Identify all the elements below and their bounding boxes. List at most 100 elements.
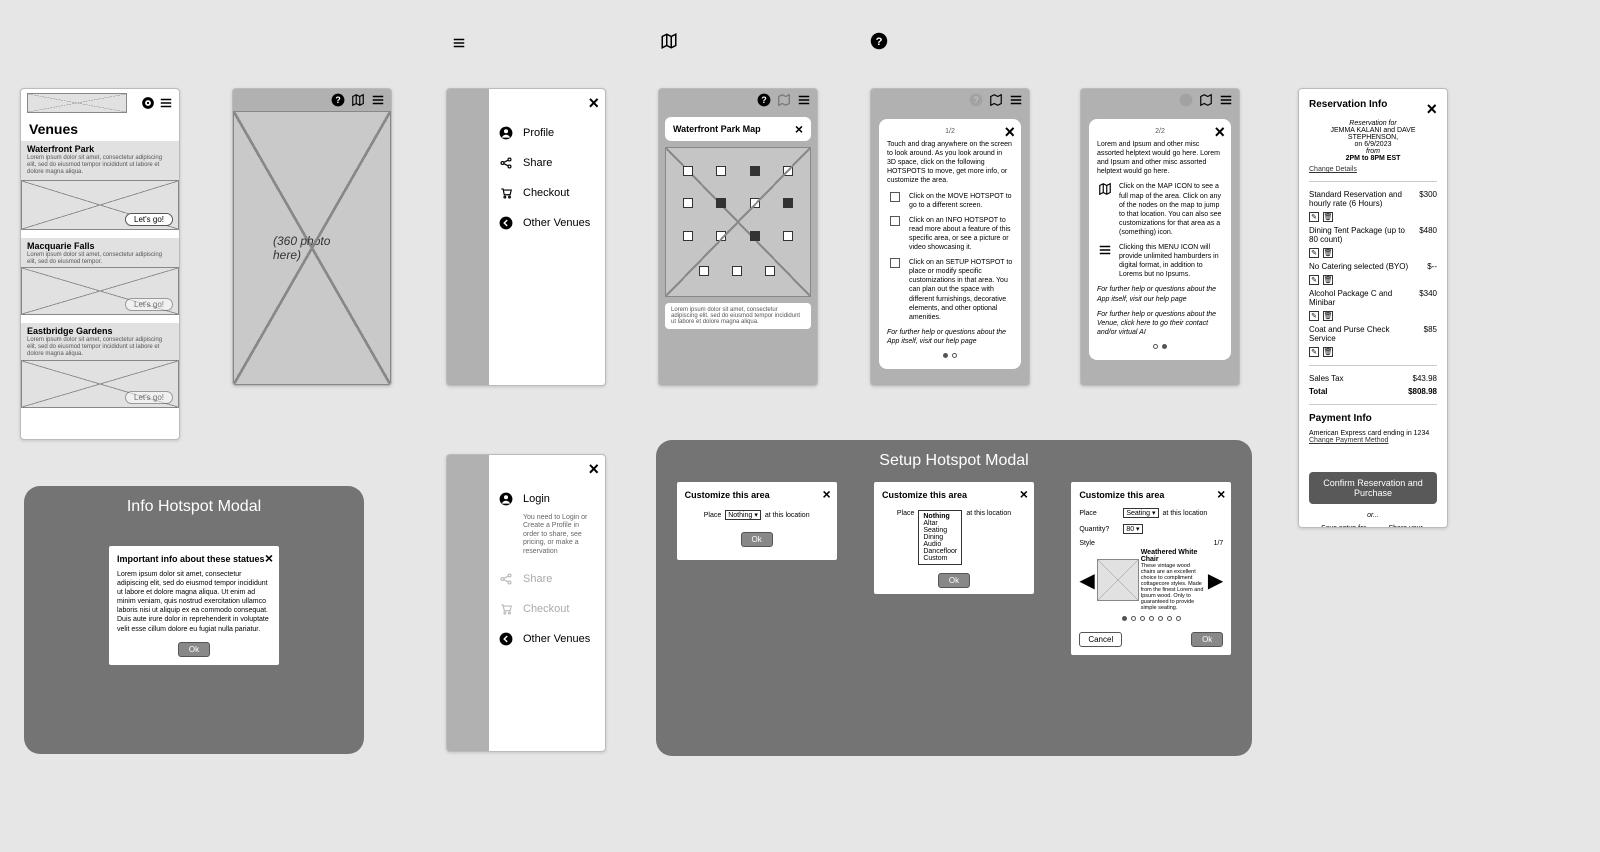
- option[interactable]: Custom: [921, 555, 959, 562]
- change-details-link[interactable]: Change Details: [1309, 166, 1437, 173]
- map-icon[interactable]: [777, 93, 791, 107]
- delete-icon[interactable]: 🗑: [1323, 248, 1333, 258]
- option[interactable]: Audio: [921, 541, 959, 548]
- venue-card: Eastbridge Gardens Lorem ipsum dolor sit…: [21, 323, 179, 408]
- map-node[interactable]: [783, 198, 793, 208]
- page-dot[interactable]: [952, 353, 957, 358]
- close-icon[interactable]: ×: [1214, 121, 1225, 144]
- map-node[interactable]: [683, 166, 693, 176]
- map-node[interactable]: [732, 266, 742, 276]
- payment-title: Payment Info: [1309, 413, 1437, 424]
- venue-name: Eastbridge Gardens: [21, 323, 179, 336]
- map-node[interactable]: [699, 266, 709, 276]
- map-icon[interactable]: [989, 93, 1003, 107]
- checkbox-icon: [890, 192, 900, 202]
- close-icon[interactable]: ×: [265, 550, 273, 566]
- map-node[interactable]: [765, 266, 775, 276]
- confirm-button[interactable]: Confirm Reservation and Purchase: [1309, 472, 1437, 504]
- delete-icon[interactable]: 🗑: [1323, 347, 1333, 357]
- menu-profile[interactable]: Profile: [489, 118, 605, 148]
- setup-modal-section: Setup Hotspot Modal × Customize this are…: [656, 440, 1252, 756]
- menu-other-venues[interactable]: Other Venues: [489, 208, 605, 238]
- venue-desc: Lorem ipsum dolor sit amet, consectetur …: [21, 251, 179, 267]
- option[interactable]: Seating: [921, 527, 959, 534]
- qty-select[interactable]: 80 ▾: [1123, 524, 1142, 534]
- place-select[interactable]: Seating ▾: [1123, 508, 1158, 518]
- close-icon[interactable]: ×: [1004, 121, 1015, 144]
- option[interactable]: Altar: [921, 520, 959, 527]
- ok-button[interactable]: Ok: [938, 573, 970, 588]
- map-icon[interactable]: [351, 93, 365, 107]
- lets-go-button[interactable]: Let's go!: [125, 391, 173, 404]
- close-icon[interactable]: ×: [588, 459, 599, 480]
- edit-icon[interactable]: ✎: [1309, 311, 1319, 321]
- delete-icon[interactable]: 🗑: [1323, 311, 1333, 321]
- menu-share[interactable]: Share: [489, 148, 605, 178]
- map-node[interactable]: [750, 198, 760, 208]
- screen-reservation: Reservation Info× Reservation for JEMMA …: [1298, 88, 1448, 528]
- close-icon[interactable]: ×: [795, 121, 803, 137]
- page-dot[interactable]: [1162, 344, 1167, 349]
- ok-button[interactable]: Ok: [1191, 632, 1223, 647]
- place-select[interactable]: Nothing ▾: [725, 510, 761, 520]
- cancel-button[interactable]: Cancel: [1079, 632, 1122, 647]
- place-select-open[interactable]: Nothing Altar Seating Dining Audio Dance…: [918, 510, 962, 565]
- map-node[interactable]: [716, 231, 726, 241]
- hamburger-icon[interactable]: [1009, 93, 1023, 107]
- map-title-chip: Waterfront Park Map ×: [665, 117, 811, 141]
- map-node[interactable]: [716, 198, 726, 208]
- map-node[interactable]: [783, 231, 793, 241]
- delete-icon[interactable]: 🗑: [1323, 275, 1333, 285]
- map-node[interactable]: [716, 166, 726, 176]
- ok-button[interactable]: Ok: [178, 642, 210, 657]
- map-node[interactable]: [683, 231, 693, 241]
- customize-modal: × Customize this area Place Nothing ▾ at…: [677, 482, 837, 560]
- lets-go-button[interactable]: Let's go!: [125, 213, 173, 226]
- menu-login[interactable]: Login: [489, 484, 605, 514]
- ok-button[interactable]: Ok: [741, 532, 773, 547]
- map-area[interactable]: [665, 147, 811, 297]
- hamburger-icon[interactable]: [797, 93, 811, 107]
- close-icon[interactable]: ×: [1217, 486, 1225, 502]
- help-icon[interactable]: ?: [331, 93, 345, 107]
- close-icon[interactable]: ×: [1426, 99, 1437, 120]
- help-card: × 1/2 Touch and drag anywhere on the scr…: [879, 119, 1021, 369]
- next-arrow-icon[interactable]: ▶: [1208, 568, 1223, 593]
- line-label: No Catering selected (BYO): [1309, 262, 1408, 271]
- help-icon[interactable]: ?: [969, 93, 983, 107]
- page-dot[interactable]: [943, 353, 948, 358]
- edit-icon[interactable]: ✎: [1309, 275, 1319, 285]
- help-icon[interactable]: [1179, 93, 1193, 107]
- map-node[interactable]: [683, 198, 693, 208]
- map-node[interactable]: [750, 231, 760, 241]
- option[interactable]: Dancefloor: [921, 548, 959, 555]
- style-pager: 1/7: [1214, 540, 1224, 547]
- close-icon[interactable]: ×: [822, 486, 830, 502]
- page-dot[interactable]: [1153, 344, 1158, 349]
- place-label: Place: [1079, 510, 1119, 517]
- edit-icon[interactable]: ✎: [1309, 347, 1319, 357]
- menu-other-venues[interactable]: Other Venues: [489, 624, 605, 654]
- close-icon[interactable]: ×: [588, 93, 599, 114]
- share-setup-link[interactable]: Share your setup: [1376, 525, 1437, 528]
- map-node[interactable]: [750, 166, 760, 176]
- save-setup-link[interactable]: Save setup for later: [1309, 525, 1376, 528]
- hamburger-icon[interactable]: [1219, 93, 1233, 107]
- globe-icon[interactable]: [141, 96, 155, 110]
- hamburger-icon[interactable]: [371, 93, 385, 107]
- help-icon[interactable]: ?: [757, 93, 771, 107]
- edit-icon[interactable]: ✎: [1309, 212, 1319, 222]
- prev-arrow-icon[interactable]: ◀: [1079, 568, 1094, 593]
- lets-go-button[interactable]: Let's go!: [125, 298, 173, 311]
- help-text: Click on an INFO HOTSPOT to read more ab…: [909, 216, 1013, 252]
- change-payment-link[interactable]: Change Payment Method: [1309, 437, 1437, 444]
- close-icon[interactable]: ×: [1020, 486, 1028, 502]
- edit-icon[interactable]: ✎: [1309, 248, 1319, 258]
- hamburger-icon[interactable]: [159, 96, 173, 110]
- menu-share: Share: [489, 564, 605, 594]
- menu-checkout[interactable]: Checkout: [489, 178, 605, 208]
- delete-icon[interactable]: 🗑: [1323, 212, 1333, 222]
- map-icon[interactable]: [1199, 93, 1213, 107]
- map-node[interactable]: [783, 166, 793, 176]
- option[interactable]: Dining: [921, 534, 959, 541]
